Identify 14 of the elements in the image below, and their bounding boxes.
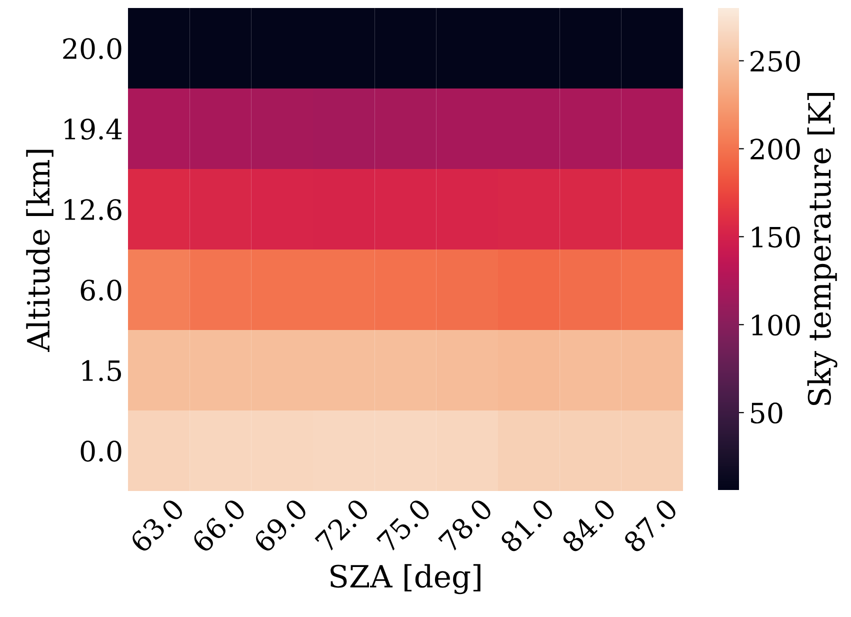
color-bar-label: 250	[750, 50, 800, 72]
y-tick-label: 12.6	[64, 199, 122, 220]
y-tick-label: 20.0	[63, 38, 122, 60]
y-tick-label: 19.4	[64, 118, 122, 140]
y-tick-label: 6.0	[80, 280, 122, 301]
y-axis-title: Altitude [km]	[26, 150, 54, 352]
x-axis-title: SZA [deg]	[330, 564, 480, 594]
color-bar-label: 200	[750, 138, 800, 160]
color-bar-label: 150	[752, 226, 800, 248]
color-bar-label: 100	[752, 314, 800, 336]
y-tick-label: 0.0	[80, 440, 122, 462]
color-bar-label: 50	[751, 402, 782, 424]
y-tick-label: 1.5	[82, 360, 121, 382]
color-bar-title: Sky temperature [K]	[807, 93, 838, 406]
